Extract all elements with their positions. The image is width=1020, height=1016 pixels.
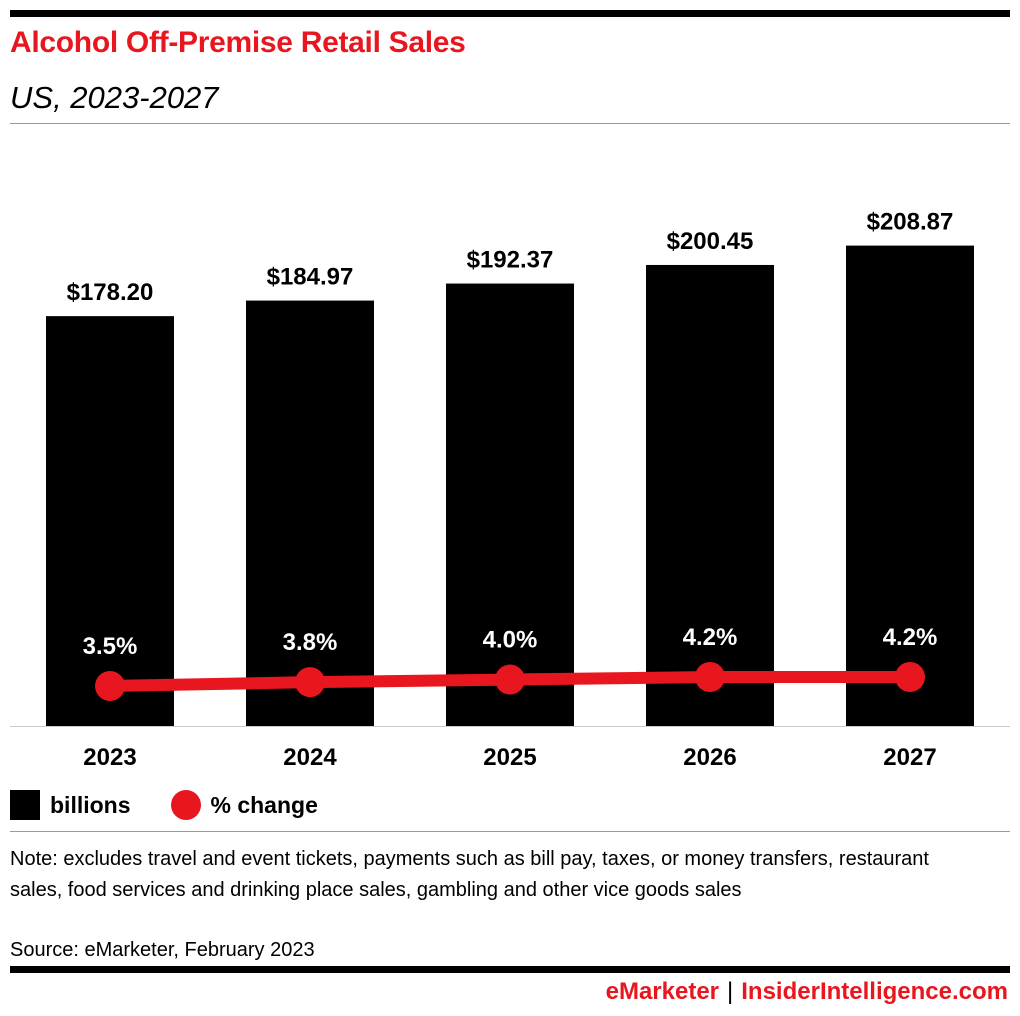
line-value-label: 3.8% [283, 629, 338, 656]
bar-value-label: $208.87 [867, 209, 954, 236]
source: Source: eMarketer, February 2023 [10, 939, 315, 961]
legend-label-bar: billions [50, 791, 131, 818]
bar-value-label: $184.97 [267, 264, 354, 291]
line-point [495, 664, 525, 695]
bar [646, 264, 774, 726]
line-value-label: 4.0% [483, 627, 538, 654]
line-point [895, 661, 925, 692]
legend-label-line: % change [210, 791, 318, 818]
line-value-label: 4.2% [883, 624, 938, 651]
divider [10, 123, 1010, 124]
divider [10, 831, 1010, 832]
bottom-rule [10, 966, 1010, 973]
chart-plot: $178.20 2023 $184.97 2024 $192.37 2025 $200.45… [10, 209, 1010, 771]
legend-swatch-bar [10, 790, 40, 820]
legend-swatch-line [170, 790, 201, 820]
brand-separator: | [727, 978, 734, 1005]
bar [446, 283, 574, 726]
brand-insider-intelligence: InsiderIntelligence.com [741, 978, 1008, 1005]
legend: billions % change [10, 790, 318, 820]
note: Note: excludes travel and event tickets,… [10, 848, 929, 901]
top-rule [10, 10, 1010, 17]
x-tick-label: 2026 [683, 744, 736, 771]
line-point [295, 667, 325, 698]
bar-value-label: $192.37 [467, 247, 554, 274]
bar [846, 245, 974, 726]
bar-value-label: $178.20 [67, 279, 154, 306]
bar [46, 316, 174, 726]
bar-value-label: $200.45 [667, 228, 754, 255]
line-point [695, 661, 725, 692]
footer: eMarketer | InsiderIntelligence.com [606, 978, 1008, 1006]
line-point [95, 670, 125, 701]
bar [246, 300, 374, 726]
chart-subtitle: US, 2023-2027 [10, 80, 219, 115]
x-tick-label: 2027 [883, 744, 936, 771]
x-tick-label: 2023 [83, 744, 136, 771]
line-value-label: 4.2% [683, 624, 738, 651]
x-tick-label: 2024 [283, 744, 337, 771]
chart-title: Alcohol Off-Premise Retail Sales [10, 26, 466, 59]
line-value-label: 3.5% [83, 633, 138, 660]
brand-emarketer: eMarketer [605, 978, 720, 1005]
x-tick-label: 2025 [483, 744, 536, 771]
